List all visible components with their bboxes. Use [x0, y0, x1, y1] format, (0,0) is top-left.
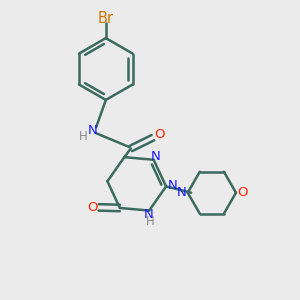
Text: N: N — [144, 208, 154, 221]
Text: O: O — [237, 186, 248, 199]
Text: O: O — [154, 128, 165, 141]
Text: O: O — [87, 201, 98, 214]
Text: H: H — [79, 130, 88, 143]
Text: H: H — [146, 215, 154, 228]
Text: N: N — [151, 150, 160, 163]
Text: N: N — [168, 179, 177, 192]
Text: N: N — [88, 124, 98, 137]
Text: N: N — [177, 186, 187, 199]
Text: Br: Br — [98, 11, 114, 26]
